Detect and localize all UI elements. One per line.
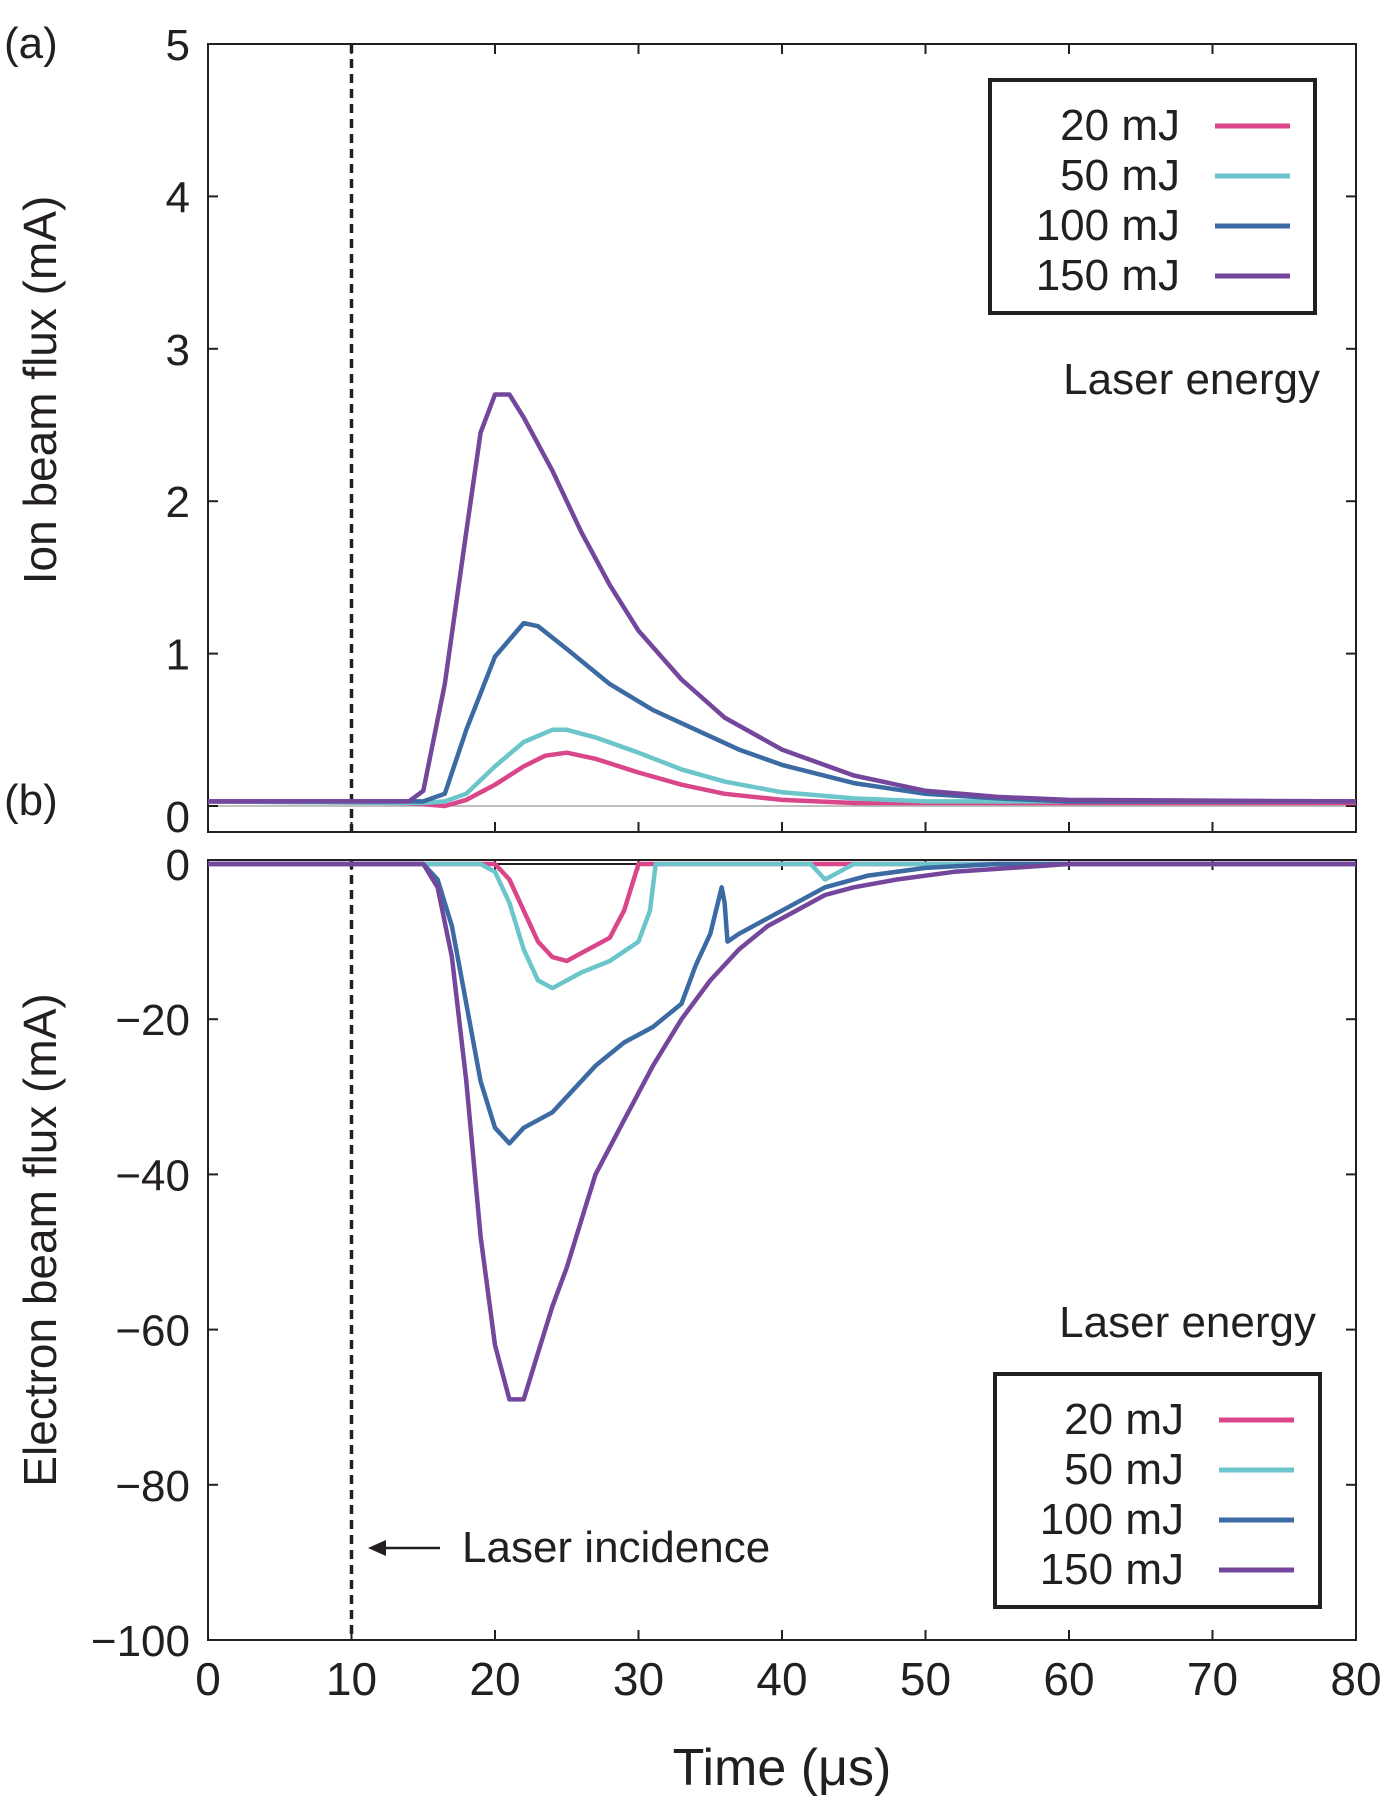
panel-a-ytick-label: 1 bbox=[166, 631, 190, 680]
x-tick-label: 50 bbox=[900, 1653, 951, 1705]
panel-a-legend-label: 50 mJ bbox=[1060, 151, 1180, 200]
panel-a-series-line bbox=[207, 727, 1356, 806]
panel-a-legend-label: 100 mJ bbox=[1036, 201, 1180, 250]
panel-b-legend-title: Laser energy bbox=[1059, 1298, 1316, 1347]
panel-b-legend-label: 50 mJ bbox=[1064, 1445, 1184, 1494]
laser-incidence-annotation: Laser incidence bbox=[368, 1523, 770, 1572]
panel-b-series-line bbox=[208, 861, 1356, 991]
panel-b-label: (b) bbox=[4, 776, 58, 825]
panel-a-ytick-label: 2 bbox=[166, 478, 190, 527]
panel-a-series-line bbox=[207, 750, 1356, 809]
x-axis-label: Time (μs) bbox=[673, 1739, 892, 1797]
panel-a-ytick-label: 5 bbox=[166, 21, 190, 70]
panel-a-ytick-label: 3 bbox=[166, 326, 190, 375]
x-tick-label: 80 bbox=[1330, 1653, 1381, 1705]
panel-b-series-line bbox=[208, 861, 1356, 1402]
panel-b-ytick-label: −100 bbox=[91, 1617, 190, 1666]
panel-b-legend-label: 100 mJ bbox=[1040, 1495, 1184, 1544]
panel-b-legend-label: 150 mJ bbox=[1040, 1545, 1184, 1594]
x-tick-label: 30 bbox=[613, 1653, 664, 1705]
panel-a-ytick-label: 0 bbox=[166, 793, 190, 842]
panel-b-ytick-label: −80 bbox=[115, 1462, 190, 1511]
series-layer bbox=[207, 392, 1357, 1402]
panel-b-ylabel: Electron beam flux (mA) bbox=[14, 993, 66, 1486]
x-tick-label: 0 bbox=[195, 1653, 221, 1705]
panel-b-ytick-label: −20 bbox=[115, 996, 190, 1045]
panel-a-ytick-label: 4 bbox=[166, 173, 190, 222]
panel-a-legend-title: Laser energy bbox=[1063, 355, 1320, 404]
panel-a-label: (a) bbox=[4, 19, 58, 68]
panel-b-series-line bbox=[208, 861, 1356, 964]
arrow-left-icon bbox=[368, 1540, 386, 1556]
x-tick-label: 10 bbox=[326, 1653, 377, 1705]
panel-b-legend-label: 20 mJ bbox=[1064, 1395, 1184, 1444]
panel-a-legend-label: 20 mJ bbox=[1060, 101, 1180, 150]
panel-b-ytick-label: −40 bbox=[115, 1151, 190, 1200]
panel-a-legend-label: 150 mJ bbox=[1036, 251, 1180, 300]
panel-a-series-line bbox=[208, 392, 1357, 804]
panel-b-ytick-label: 0 bbox=[166, 841, 190, 890]
panel-b-series-line bbox=[208, 861, 1356, 1146]
annotation-text: Laser incidence bbox=[462, 1523, 770, 1572]
x-tick-label: 20 bbox=[469, 1653, 520, 1705]
panel-b-ytick-label: −60 bbox=[115, 1307, 190, 1356]
x-tick-label: 60 bbox=[1043, 1653, 1094, 1705]
x-tick-label: 40 bbox=[756, 1653, 807, 1705]
panel-a-ylabel: Ion beam flux (mA) bbox=[14, 196, 66, 585]
panel-a-series-line bbox=[208, 620, 1356, 804]
x-tick-label: 70 bbox=[1187, 1653, 1238, 1705]
